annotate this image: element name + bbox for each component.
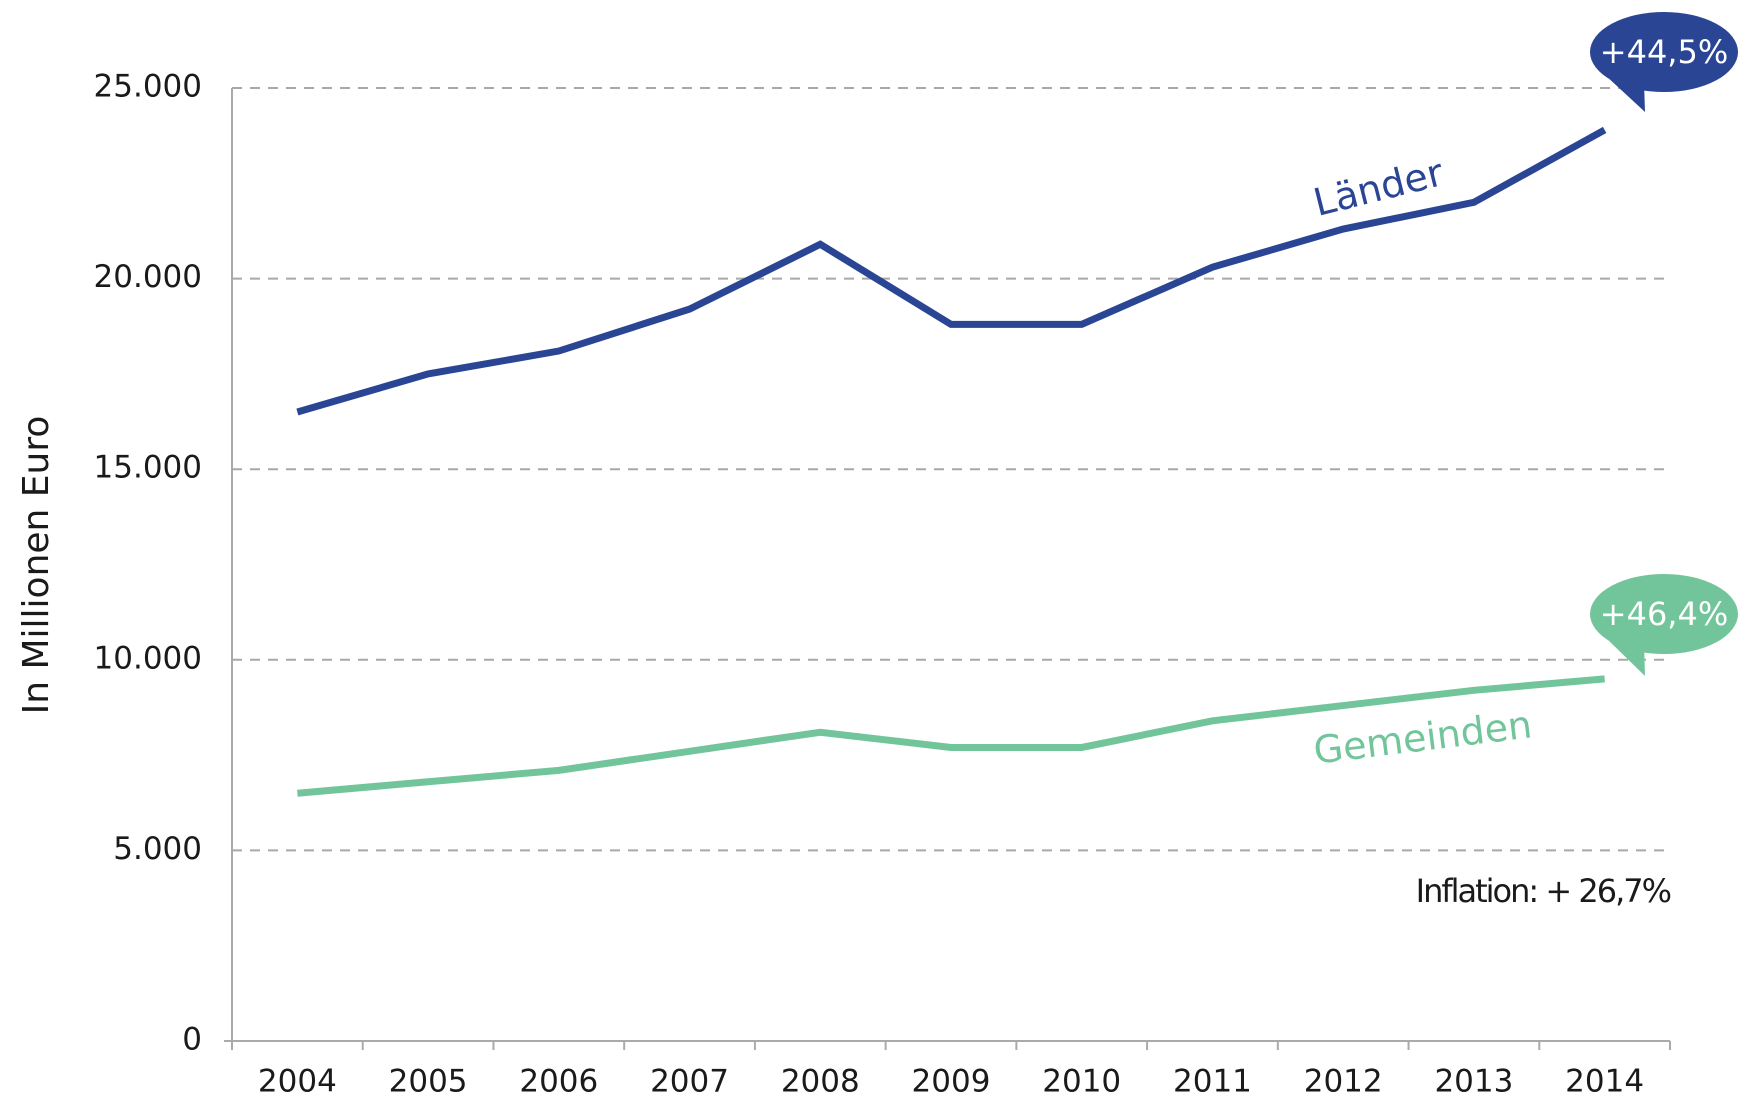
x-tick-label: 2010: [1042, 1064, 1121, 1100]
callout-bubble: [1590, 574, 1738, 654]
change-label: +46,4%: [1600, 595, 1728, 633]
y-tick-label: 10.000: [94, 640, 202, 676]
y-tick-label: 0: [182, 1022, 202, 1058]
change-label: +44,5%: [1600, 33, 1728, 71]
callout-bubble: [1590, 12, 1738, 92]
y-tick-label: 25.000: [94, 69, 202, 105]
y-axis-label: In Millionen Euro: [16, 416, 57, 715]
x-tick-label: 2005: [389, 1064, 468, 1100]
y-tick-label: 5.000: [113, 831, 202, 867]
x-tick-label: 2014: [1565, 1064, 1644, 1100]
y-tick-label: 20.000: [94, 259, 202, 295]
x-tick-label: 2009: [912, 1064, 991, 1100]
x-tick-label: 2004: [258, 1064, 337, 1100]
annotation: Inflation: + 26,7%: [1416, 872, 1671, 910]
series-label: Gemeinden: [1311, 702, 1534, 772]
y-tick-label: 15.000: [94, 450, 202, 486]
x-tick-label: 2013: [1434, 1064, 1513, 1100]
x-tick-label: 2007: [650, 1064, 729, 1100]
x-tick-label: 2008: [781, 1064, 860, 1100]
series-line: [296, 126, 1607, 416]
x-tick-label: 2012: [1304, 1064, 1383, 1100]
x-tick-label: 2006: [519, 1064, 598, 1100]
x-tick-label: 2011: [1173, 1064, 1252, 1100]
series-line: [297, 675, 1605, 797]
